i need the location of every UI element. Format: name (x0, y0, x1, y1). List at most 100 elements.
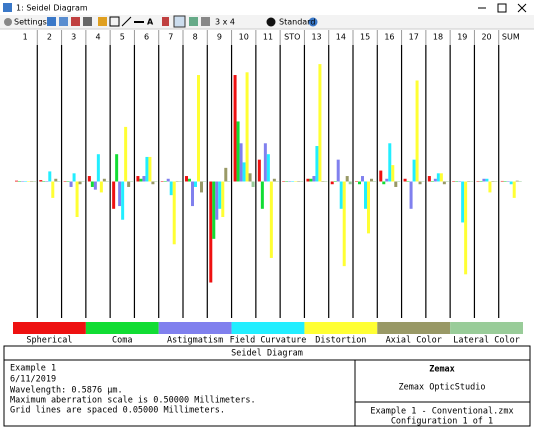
bar (324, 181, 328, 182)
bar (430, 181, 434, 182)
print-icon[interactable] (83, 17, 92, 26)
footer-line: Wavelength: 0.5876 µm. (10, 386, 123, 396)
settings-icon[interactable] (4, 18, 12, 26)
style-icon[interactable] (266, 17, 276, 27)
bar (382, 181, 386, 185)
save-icon[interactable] (71, 17, 80, 26)
style-dropdown[interactable]: Standard (279, 18, 315, 27)
text-icon[interactable]: A (147, 18, 154, 27)
layout-dropdown[interactable]: 3 x 4 (215, 18, 235, 27)
bar (212, 181, 216, 239)
bar (112, 181, 116, 209)
bar (339, 181, 343, 209)
bar (373, 181, 376, 182)
bar (93, 181, 97, 190)
bar (227, 181, 231, 182)
bar (364, 181, 367, 209)
column-label: 4 (95, 33, 100, 42)
refresh-icon[interactable] (47, 17, 56, 26)
file-name: Example 1 - Conventional.zmx (370, 407, 513, 417)
window-icon[interactable] (201, 17, 210, 26)
line-icon[interactable] (121, 16, 132, 27)
column-label: 10 (239, 33, 249, 42)
bar (503, 181, 507, 182)
column-label: 6 (144, 33, 149, 42)
product: Zemax OpticStudio (399, 383, 486, 393)
bar (130, 181, 134, 182)
layer-icon[interactable] (189, 17, 198, 26)
bar (99, 181, 103, 193)
close-button[interactable] (517, 3, 527, 13)
column-label: 14 (336, 33, 346, 42)
column-label: 15 (360, 33, 370, 42)
bar (518, 181, 522, 182)
legend-label: Astigmatism (167, 336, 223, 346)
bar (300, 181, 304, 182)
bar (491, 181, 495, 182)
bar (333, 181, 337, 182)
column-label: 11 (263, 33, 273, 42)
bar (282, 181, 286, 182)
bar (87, 176, 91, 182)
bar (215, 181, 219, 220)
column-label: 9 (217, 33, 222, 42)
bar (200, 181, 203, 193)
bar (494, 181, 498, 182)
bar (51, 181, 55, 198)
bar (175, 181, 179, 182)
pen-icon[interactable] (98, 17, 107, 26)
bar (27, 181, 30, 182)
legend-label: Coma (112, 336, 132, 346)
bar (275, 181, 279, 182)
column-label: 13 (311, 33, 321, 42)
bar (397, 181, 401, 182)
bar (464, 181, 468, 275)
bar (445, 181, 449, 182)
footer-title: Seidel Diagram (231, 349, 303, 359)
settings-button[interactable]: Settings (14, 18, 47, 27)
company: Zemax (429, 365, 455, 375)
bar (388, 143, 392, 182)
app-icon (3, 3, 12, 12)
column-label: 2 (47, 33, 52, 42)
bar (194, 181, 197, 187)
column-label: 3 (71, 33, 76, 42)
column-label: 5 (120, 33, 125, 42)
column-label: 8 (193, 33, 198, 42)
bar (18, 181, 21, 182)
lock-icon[interactable] (162, 17, 169, 26)
bar (433, 178, 437, 182)
rect-icon[interactable] (109, 16, 120, 27)
bar (218, 181, 222, 209)
legend-swatch (377, 322, 451, 334)
bar (239, 143, 243, 182)
grid-icon[interactable] (173, 15, 186, 28)
legend-swatch (304, 322, 378, 334)
help-icon[interactable] (308, 17, 318, 27)
bar (348, 181, 352, 185)
bar (102, 178, 106, 182)
copy-icon[interactable] (59, 17, 68, 26)
bar (197, 75, 200, 182)
title-bar (0, 0, 534, 15)
footer: Seidel Diagram Example 1 6/11/2019 Wavel… (3, 345, 531, 427)
bar (452, 181, 456, 182)
footer-line: Maximum aberration scale is 0.50000 Mill… (10, 396, 256, 406)
bar (461, 181, 465, 223)
bar (236, 121, 240, 182)
bar (266, 154, 270, 182)
bar (139, 178, 143, 182)
bar (306, 178, 310, 182)
bar (148, 156, 152, 182)
toolbar-icons: A (47, 15, 318, 28)
bar (470, 181, 474, 182)
bar (309, 178, 313, 182)
bar (291, 181, 295, 182)
column-label: 16 (384, 33, 394, 42)
bar (345, 176, 349, 182)
maximize-button[interactable] (497, 3, 507, 13)
bar (285, 181, 289, 182)
bar (512, 181, 516, 198)
legend-label: Axial Color (386, 336, 442, 346)
